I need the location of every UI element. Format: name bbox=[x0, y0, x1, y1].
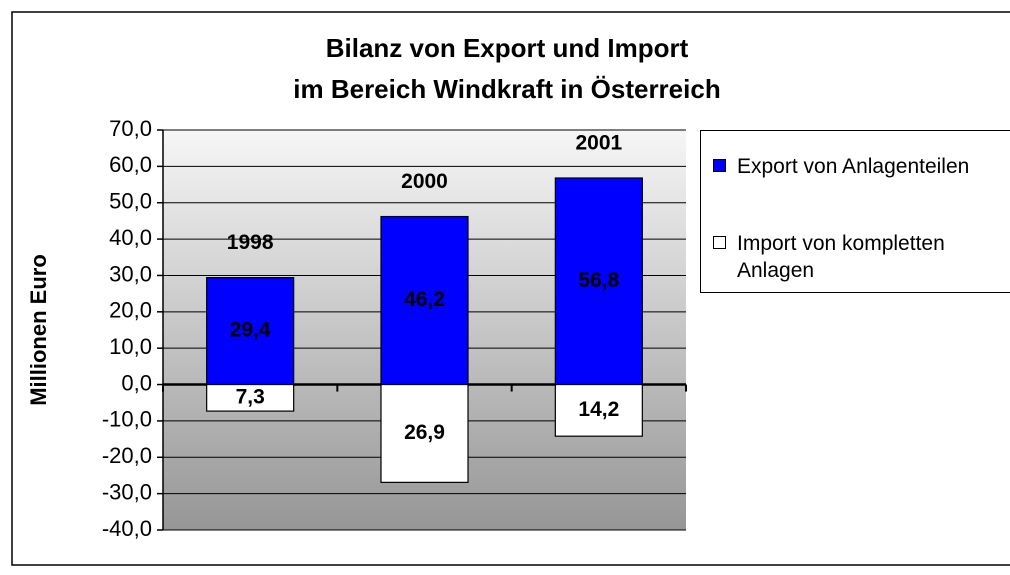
bar bbox=[554, 177, 643, 386]
y-tick-label: -30,0 bbox=[102, 479, 152, 504]
value-label: 26,9 bbox=[404, 421, 445, 444]
value-label: 7,3 bbox=[236, 385, 265, 408]
category-label: 2000 bbox=[401, 170, 448, 193]
y-tick-label: 0,0 bbox=[121, 370, 152, 395]
legend: Export von Anlagenteilen Import von kompl… bbox=[700, 130, 1010, 293]
y-tick-label: 30,0 bbox=[109, 261, 152, 286]
y-tick-label: -40,0 bbox=[102, 516, 152, 541]
y-tick-label: 70,0 bbox=[109, 116, 152, 141]
bar bbox=[380, 383, 469, 483]
category-label: 1998 bbox=[227, 231, 274, 254]
legend-swatch bbox=[713, 236, 726, 249]
y-tick-label: 60,0 bbox=[109, 152, 152, 177]
y-tick-label: 10,0 bbox=[109, 334, 152, 359]
value-label: 14,2 bbox=[578, 398, 619, 421]
legend-swatch bbox=[713, 159, 726, 172]
y-tick-label: 20,0 bbox=[109, 298, 152, 323]
bar bbox=[206, 277, 295, 386]
value-label: 56,8 bbox=[578, 269, 619, 292]
chart-title: Bilanz von Export und Import bbox=[326, 33, 689, 63]
y-tick-label: -20,0 bbox=[102, 443, 152, 468]
y-tick-label: 40,0 bbox=[109, 225, 152, 250]
category-label: 2001 bbox=[575, 132, 622, 155]
bar bbox=[554, 383, 643, 437]
y-tick-label: -10,0 bbox=[102, 407, 152, 432]
y-tick-label: 50,0 bbox=[109, 189, 152, 214]
value-label: 29,4 bbox=[230, 319, 271, 342]
y-axis-title: Millionen Euro bbox=[26, 254, 51, 406]
chart-subtitle: im Bereich Windkraft in Österreich bbox=[293, 74, 720, 104]
value-label: 46,2 bbox=[404, 288, 445, 311]
bar bbox=[380, 215, 469, 386]
legend-label: Export von Anlagenteilen bbox=[737, 155, 970, 178]
bar bbox=[206, 383, 295, 412]
legend-label: Import von kompletten Anlagen bbox=[737, 232, 945, 282]
